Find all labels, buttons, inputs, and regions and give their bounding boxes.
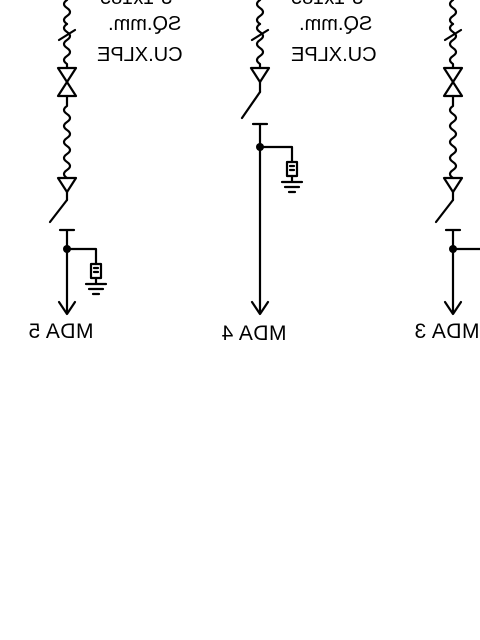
feeder-mda5-circuit (48, 0, 108, 316)
feeder-mda4-label: MDA 4 (221, 322, 287, 345)
feeder-mda4-cable-size: 3-1x185 (291, 0, 363, 9)
feeder-mda5-cable-size: 3-1x185 (100, 0, 172, 9)
feeder-mda3-cable-termination-bowtie (442, 66, 464, 98)
feeder-mda5-cable-coil-lower (62, 94, 72, 180)
feeder-mda5-isolator-blade (48, 198, 69, 224)
feeder-mda5-label: MDA 5 (28, 320, 94, 343)
feeder-mda4-isolator-contact (251, 122, 269, 148)
feeder-mda5-arrow (57, 300, 77, 316)
feeder-mda5-cable-area: SQ.mm. (108, 13, 182, 35)
feeder-mda3-cable-coil-lower (448, 94, 458, 180)
feeder-mda5-cable-break (57, 28, 77, 42)
feeder-mda5-termination-triangle (56, 176, 78, 194)
feeder-mda3-circuit (434, 0, 480, 316)
feeder-mda5-cable-coil-upper (62, 0, 72, 26)
feeder-mda4-cable-type: CU.XLPE (291, 44, 377, 66)
feeder-mda3-arrow (443, 300, 463, 316)
feeder-mda5-ground-symbol (84, 276, 108, 296)
feeder-mda5-cable-termination-bowtie (56, 66, 78, 98)
feeder-mda5-earth-branch (65, 247, 98, 266)
feeder-mda4-termination-triangle (249, 66, 271, 84)
feeder-mda3-cable-coil-upper (448, 0, 458, 26)
feeder-mda4-arrow (250, 300, 270, 316)
feeder-mda3-cable-coil-mid (448, 22, 458, 70)
feeder-mda3-cable-break (443, 28, 463, 42)
feeder-mda5-cable-coil-mid (62, 22, 72, 70)
feeder-mda4-circuit (240, 0, 304, 316)
feeder-mda3-label: MDA 3 (414, 320, 480, 343)
feeder-mda4-cable-break (250, 28, 270, 42)
feeder-mda4-ground-symbol (280, 174, 304, 194)
feeder-mda5-cable-type: CU.XLPE (97, 44, 183, 66)
feeder-mda3-termination-triangle (442, 176, 464, 194)
feeder-mda4-isolator-blade (240, 90, 262, 120)
feeder-mda4-earth-branch (258, 145, 294, 164)
feeder-mda4-cable-coil-mid (255, 22, 265, 70)
feeder-mda4-cable-area: SQ.mm. (299, 13, 373, 35)
feeder-mda3-isolator-blade (434, 198, 455, 224)
feeder-mda5-arrester-mark (92, 266, 100, 274)
feeder-mda4-cable-coil-upper (255, 0, 265, 26)
feeder-mda4-arrester-mark (288, 164, 296, 172)
